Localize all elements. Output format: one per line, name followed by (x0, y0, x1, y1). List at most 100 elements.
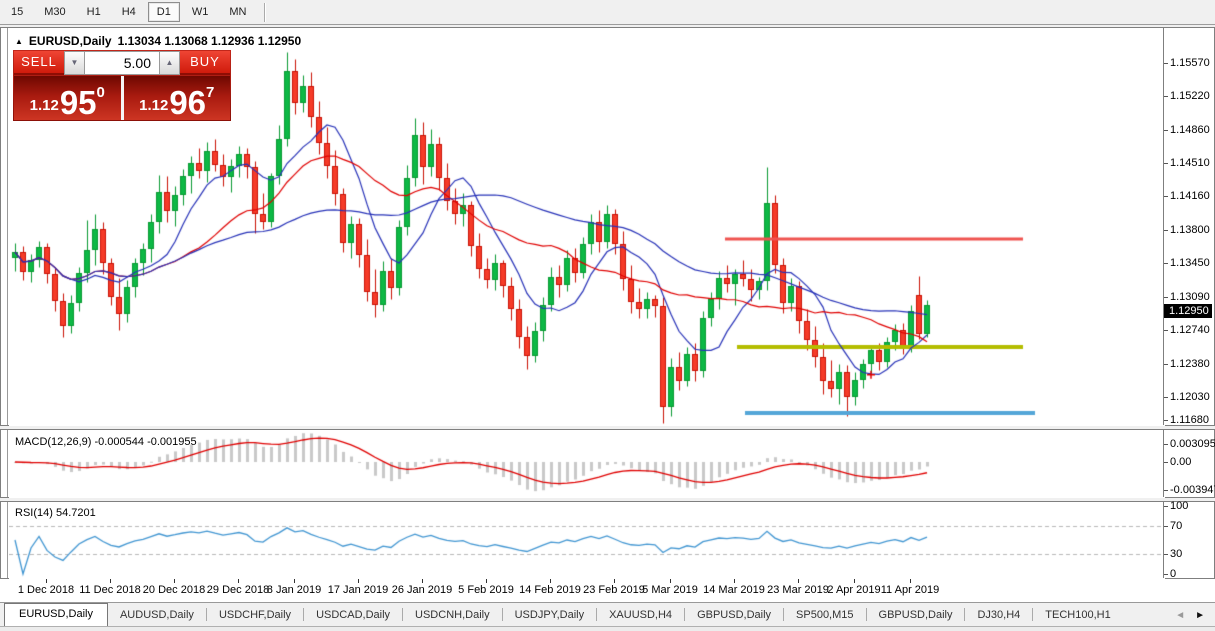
chart-tab-dj30-h4[interactable]: DJ30,H4 (977, 609, 1021, 621)
tab-divider (596, 608, 598, 621)
volume-up-button[interactable]: ▲ (159, 51, 180, 75)
date-axis-label: 17 Jan 2019 (327, 584, 389, 596)
buy-price-tile[interactable]: 1.12 96 7 (123, 76, 230, 121)
date-axis-label: 1 Dec 2018 (17, 584, 75, 596)
timeframe-button-15[interactable]: 15 (11, 6, 24, 18)
price-axis-label: 1.15570 (1164, 57, 1210, 69)
macd-canvas[interactable] (9, 431, 1165, 498)
sell-button[interactable]: SELL (14, 51, 64, 75)
buy-price-big: 96 (169, 83, 207, 121)
price-axis-label: 1.13800 (1164, 224, 1210, 236)
rsi-label: RSI(14) 54.7201 (15, 507, 96, 519)
date-tick-mark (46, 579, 47, 583)
chart-tab-audusd-daily[interactable]: AUDUSD,Daily (119, 609, 194, 621)
date-axis[interactable]: 1 Dec 2018 11 Dec 2018 20 Dec 2018 29 Dec 2… (0, 579, 1215, 602)
tab-divider (303, 608, 305, 621)
rsi-canvas[interactable] (9, 503, 1165, 579)
chart-tab-tech100-h1[interactable]: TECH100,H1 (1045, 609, 1111, 621)
timeframe-button-w1[interactable]: W1 (191, 6, 209, 18)
price-axis-label: 1.14510 (1164, 157, 1210, 169)
date-tick-mark (910, 579, 911, 583)
date-axis-label: 5 Mar 2019 (642, 584, 698, 596)
price-axis-label: 1.13090 (1164, 291, 1210, 303)
tab-divider (402, 608, 404, 621)
date-axis-label: 23 Feb 2019 (583, 584, 645, 596)
rsi-axis-label: 30 (1164, 548, 1182, 560)
tab-divider (684, 608, 686, 621)
date-tick-mark (670, 579, 671, 583)
toolbar-separator (264, 2, 266, 22)
price-axis-label: 1.12030 (1164, 391, 1210, 403)
current-price-tag: 1.12950 (1164, 304, 1212, 318)
chart-tab-gbpusd-daily[interactable]: GBPUSD,Daily (878, 609, 953, 621)
date-axis-label: 29 Dec 2018 (206, 584, 270, 596)
chart-title-ohlc: 1.13034 1.13068 1.12936 1.12950 (117, 34, 302, 48)
date-tick-mark (486, 579, 487, 583)
chart-title-symbol: EURUSD,Daily (28, 34, 112, 48)
macd-pane: MACD(12,26,9) -0.000544 -0.001955 0.0030… (0, 429, 1215, 498)
buy-price-sup: 7 (206, 84, 215, 101)
date-axis-label: 11 Dec 2018 (79, 584, 141, 596)
tab-divider (783, 608, 785, 621)
volume-field[interactable]: 5.00 (85, 51, 159, 75)
price-tile-divider (120, 76, 124, 120)
chart-tab-xauusd-h4[interactable]: XAUUSD,H4 (609, 609, 673, 621)
rsi-axis-label: 70 (1164, 520, 1182, 532)
price-axis-label: 1.14860 (1164, 124, 1210, 136)
chart-tab-usdjpy-daily[interactable]: USDJPY,Daily (514, 609, 585, 621)
chart-tab-usdcnh-daily[interactable]: USDCNH,Daily (415, 609, 490, 621)
left-gutter (1, 430, 8, 497)
rsi-axis: 100 70 30 0 (1163, 500, 1214, 580)
timeframe-button-d1[interactable]: D1 (147, 2, 180, 22)
price-axis-label: 1.14160 (1164, 190, 1210, 202)
price-axis[interactable]: 1.15570 1.15220 1.14860 1.14510 1.14160 1.138… (1163, 28, 1214, 426)
buy-price-frac: 1.12 (139, 97, 169, 114)
date-axis-label: 14 Feb 2019 (519, 584, 581, 596)
date-tick-mark (174, 579, 175, 583)
date-axis-label: 23 Mar 2019 (767, 584, 829, 596)
sell-price-sup: 0 (96, 84, 105, 101)
date-tick-mark (358, 579, 359, 583)
rsi-pane: RSI(14) 54.7201 100 70 30 0 (0, 500, 1215, 580)
date-axis-label: 14 Mar 2019 (703, 584, 765, 596)
price-axis-label: 1.11680 (1164, 414, 1209, 426)
chart-tab-usdchf-daily[interactable]: USDCHF,Daily (218, 609, 292, 621)
chart-tab-eurusd-daily[interactable]: EURUSD,Daily (4, 603, 108, 626)
chart-tab-gbpusd-daily[interactable]: GBPUSD,Daily (697, 609, 772, 621)
date-axis-label: 5 Feb 2019 (458, 584, 514, 596)
one-click-trading-panel: SELL ▼ 5.00 ▲ BUY 1.12 95 0 1.12 96 7 (13, 50, 231, 121)
date-axis-label: 26 Jan 2019 (391, 584, 453, 596)
price-axis-label: 1.15220 (1164, 90, 1210, 102)
macd-axis: 0.003095 0.00 -0.003947 (1163, 430, 1215, 497)
price-axis-label: 1.12380 (1164, 358, 1210, 370)
chart-tab-usdcad-daily[interactable]: USDCAD,Daily (316, 609, 391, 621)
volume-down-button[interactable]: ▼ (64, 51, 85, 75)
date-tick-mark (854, 579, 855, 583)
timeframe-toolbar: 15 M30 H1 H4 D1 W1 MN (0, 0, 1215, 25)
date-axis-label: 20 Dec 2018 (142, 584, 206, 596)
sell-price-big: 95 (59, 83, 97, 121)
date-axis-label: 8 Jan 2019 (266, 584, 322, 596)
date-axis-label: 2 Apr 2019 (827, 584, 881, 596)
macd-axis-label: 0.003095 (1164, 438, 1215, 450)
bottom-strip (0, 626, 1215, 631)
price-axis-label: 1.13450 (1164, 257, 1210, 269)
tab-divider (865, 608, 867, 621)
buy-button[interactable]: BUY (180, 51, 230, 75)
chart-tab-sp500-m15[interactable]: SP500,M15 (796, 609, 854, 621)
collapse-triangle-icon[interactable]: ▲ (15, 36, 23, 46)
tab-scroll-right-icon[interactable]: ► (1195, 610, 1205, 621)
date-tick-mark (614, 579, 615, 583)
chart-title: ▲ EURUSD,Daily 1.13034 1.13068 1.12936 1… (15, 34, 301, 48)
timeframe-button-mn[interactable]: MN (229, 6, 247, 18)
tab-divider (205, 608, 207, 621)
price-chart-pane: ▲ EURUSD,Daily 1.13034 1.13068 1.12936 1… (0, 27, 1215, 426)
timeframe-button-h4[interactable]: H4 (121, 6, 136, 18)
sell-price-tile[interactable]: 1.12 95 0 (14, 76, 121, 120)
macd-axis-label: -0.003947 (1164, 484, 1215, 496)
date-tick-mark (798, 579, 799, 583)
timeframe-button-m30[interactable]: M30 (44, 6, 66, 18)
timeframe-button-h1[interactable]: H1 (86, 6, 101, 18)
tab-scroll-left-icon[interactable]: ◄ (1175, 610, 1186, 621)
date-tick-mark (294, 579, 295, 583)
